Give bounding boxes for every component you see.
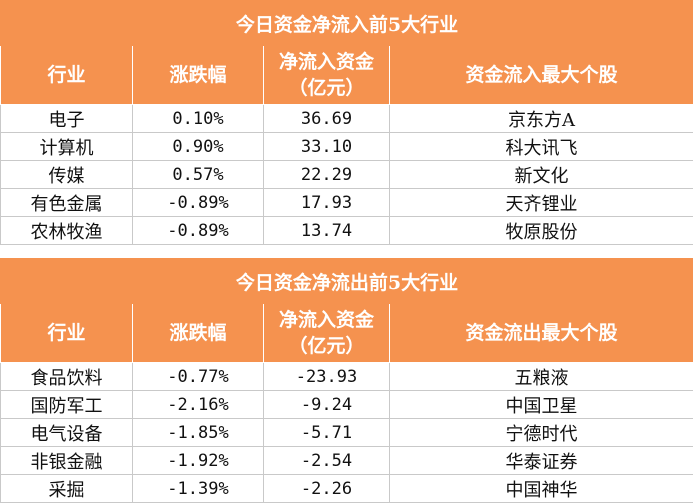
table-row: 传媒 0.57% 22.29 新文化	[1, 161, 693, 189]
industry-cell: 食品饮料	[1, 363, 133, 391]
table-row: 非银金融 -1.92% -2.54 华泰证券	[1, 447, 693, 475]
change-cell: -0.89%	[133, 217, 264, 245]
change-cell: -1.85%	[133, 419, 264, 447]
change-cell: -0.89%	[133, 189, 264, 217]
outflow-header-row: 行业 涨跌幅 净流入资金 （亿元） 资金流出最大个股	[1, 304, 693, 363]
net-inflow-cell: -5.71	[264, 419, 390, 447]
industry-cell: 电子	[1, 105, 133, 133]
net-inflow-cell: -2.26	[264, 475, 390, 503]
industry-cell: 电气设备	[1, 419, 133, 447]
table-row: 有色金属 -0.89% 17.93 天齐锂业	[1, 189, 693, 217]
top-stock-cell: 科大讯飞	[390, 133, 693, 161]
change-cell: 0.90%	[133, 133, 264, 161]
industry-cell: 计算机	[1, 133, 133, 161]
change-cell: -2.16%	[133, 391, 264, 419]
net-inflow-cell: 36.69	[264, 105, 390, 133]
net-inflow-cell: -23.93	[264, 363, 390, 391]
top-stock-cell: 中国卫星	[390, 391, 693, 419]
inflow-header-row: 行业 涨跌幅 净流入资金 （亿元） 资金流入最大个股	[1, 46, 693, 105]
table-row: 国防军工 -2.16% -9.24 中国卫星	[1, 391, 693, 419]
top-stock-cell: 五粮液	[390, 363, 693, 391]
table-row: 电子 0.10% 36.69 京东方A	[1, 105, 693, 133]
net-inflow-cell: 22.29	[264, 161, 390, 189]
industry-cell: 传媒	[1, 161, 133, 189]
inflow-table: 今日资金净流入前5大行业 行业 涨跌幅 净流入资金 （亿元） 资金流入最大个股 …	[0, 0, 693, 245]
top-stock-cell: 京东方A	[390, 105, 693, 133]
top-stock-cell: 宁德时代	[390, 419, 693, 447]
net-inflow-cell: -2.54	[264, 447, 390, 475]
top-stock-cell: 中国神华	[390, 475, 693, 503]
header-change: 涨跌幅	[133, 304, 264, 363]
header-net-inflow: 净流入资金 （亿元）	[264, 304, 390, 363]
change-cell: 0.57%	[133, 161, 264, 189]
outflow-table-title: 今日资金净流出前5大行业	[1, 259, 693, 304]
industry-cell: 采掘	[1, 475, 133, 503]
top-stock-cell: 天齐锂业	[390, 189, 693, 217]
header-change: 涨跌幅	[133, 46, 264, 105]
header-top-stock: 资金流入最大个股	[390, 46, 693, 105]
top-stock-cell: 新文化	[390, 161, 693, 189]
table-row: 食品饮料 -0.77% -23.93 五粮液	[1, 363, 693, 391]
industry-cell: 农林牧渔	[1, 217, 133, 245]
industry-cell: 非银金融	[1, 447, 133, 475]
net-inflow-cell: 33.10	[264, 133, 390, 161]
header-top-stock: 资金流出最大个股	[390, 304, 693, 363]
table-row: 计算机 0.90% 33.10 科大讯飞	[1, 133, 693, 161]
industry-cell: 有色金属	[1, 189, 133, 217]
industry-cell: 国防军工	[1, 391, 133, 419]
top-stock-cell: 牧原股份	[390, 217, 693, 245]
change-cell: -1.92%	[133, 447, 264, 475]
top-stock-cell: 华泰证券	[390, 447, 693, 475]
change-cell: -1.39%	[133, 475, 264, 503]
table-row: 采掘 -1.39% -2.26 中国神华	[1, 475, 693, 503]
table-row: 电气设备 -1.85% -5.71 宁德时代	[1, 419, 693, 447]
table-row: 农林牧渔 -0.89% 13.74 牧原股份	[1, 217, 693, 245]
net-inflow-cell: -9.24	[264, 391, 390, 419]
inflow-table-title: 今日资金净流入前5大行业	[1, 1, 693, 46]
header-industry: 行业	[1, 46, 133, 105]
net-inflow-cell: 17.93	[264, 189, 390, 217]
change-cell: -0.77%	[133, 363, 264, 391]
header-industry: 行业	[1, 304, 133, 363]
net-inflow-cell: 13.74	[264, 217, 390, 245]
outflow-table: 今日资金净流出前5大行业 行业 涨跌幅 净流入资金 （亿元） 资金流出最大个股 …	[0, 258, 693, 503]
change-cell: 0.10%	[133, 105, 264, 133]
header-net-inflow: 净流入资金 （亿元）	[264, 46, 390, 105]
